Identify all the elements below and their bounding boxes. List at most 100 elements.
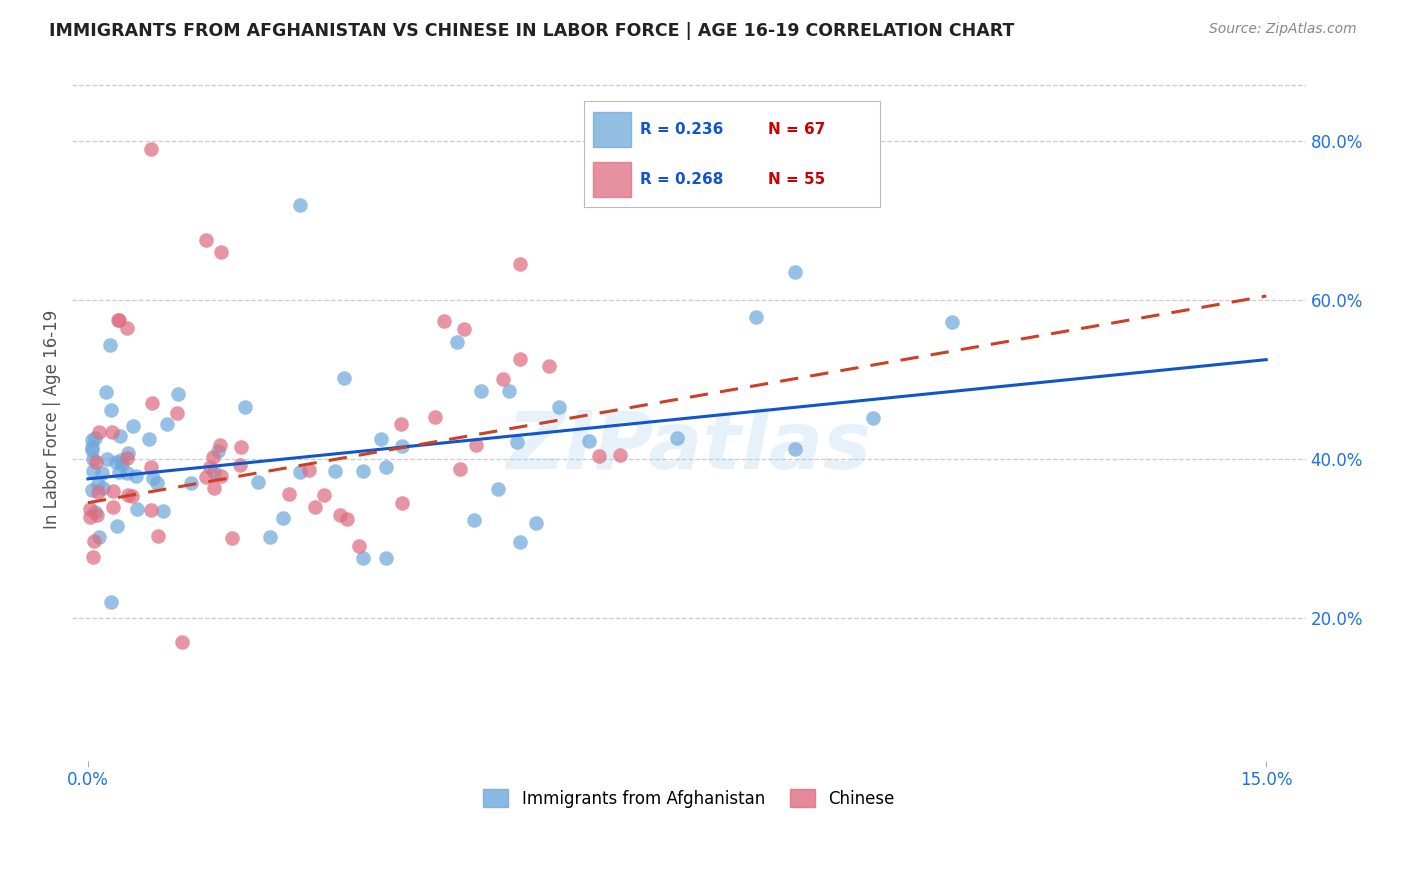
Point — [142, 471, 165, 485]
Point — [221, 531, 243, 545]
Point — [194, 469, 217, 483]
Point — [87, 484, 110, 499]
Point — [108, 313, 131, 327]
Point — [125, 501, 148, 516]
Point — [423, 410, 446, 425]
Point — [375, 459, 398, 474]
Point — [101, 500, 124, 515]
Point — [449, 462, 471, 476]
Point — [391, 496, 413, 510]
Point — [152, 504, 174, 518]
Point — [744, 310, 766, 324]
Point — [233, 400, 256, 414]
Point — [506, 435, 529, 450]
Point — [84, 431, 107, 445]
Point — [202, 481, 225, 495]
Point — [84, 506, 107, 520]
Point — [115, 321, 138, 335]
Point — [110, 429, 132, 443]
Point — [391, 439, 413, 453]
Point — [941, 315, 963, 329]
Point — [202, 465, 225, 479]
Point — [180, 476, 202, 491]
Point — [524, 516, 547, 530]
Point — [548, 400, 571, 414]
Point — [470, 384, 492, 398]
Text: Source: ZipAtlas.com: Source: ZipAtlas.com — [1209, 22, 1357, 37]
Point — [509, 351, 531, 366]
Point — [121, 418, 143, 433]
Point — [446, 335, 468, 350]
Point — [207, 444, 229, 458]
Point — [84, 455, 107, 469]
Text: IMMIGRANTS FROM AFGHANISTAN VS CHINESE IN LABOR FORCE | AGE 16-19 CORRELATION CH: IMMIGRANTS FROM AFGHANISTAN VS CHINESE I… — [49, 22, 1015, 40]
Point — [352, 551, 374, 566]
Point — [198, 460, 221, 475]
Point — [229, 441, 252, 455]
Point — [79, 510, 101, 524]
Point — [783, 442, 806, 457]
Point — [332, 371, 354, 385]
Point — [82, 451, 104, 466]
Point — [83, 534, 105, 549]
Point — [141, 396, 163, 410]
Point — [609, 448, 631, 462]
Point — [80, 433, 103, 447]
Point — [146, 529, 169, 543]
Point — [578, 434, 600, 449]
Point — [298, 463, 321, 477]
Point — [666, 431, 689, 445]
Point — [117, 467, 139, 481]
Point — [352, 464, 374, 478]
Point — [139, 142, 162, 156]
Point — [288, 197, 311, 211]
Point — [125, 469, 148, 483]
Point — [105, 455, 128, 469]
Point — [328, 508, 350, 522]
Text: ZIPatlas: ZIPatlas — [506, 408, 872, 485]
Point — [100, 595, 122, 609]
Point — [862, 410, 884, 425]
Point — [146, 475, 169, 490]
Point — [486, 482, 509, 496]
Point — [433, 314, 456, 328]
Point — [509, 535, 531, 549]
Point — [105, 518, 128, 533]
Point — [491, 372, 513, 386]
Legend: Immigrants from Afghanistan, Chinese: Immigrants from Afghanistan, Chinese — [477, 783, 901, 814]
Point — [98, 337, 121, 351]
Point — [336, 511, 359, 525]
Point — [156, 417, 179, 431]
Point — [166, 387, 188, 401]
Point — [537, 359, 560, 373]
Point — [86, 508, 108, 522]
Point — [211, 245, 233, 260]
Point — [100, 403, 122, 417]
Point — [89, 530, 111, 544]
Point — [370, 432, 392, 446]
Point — [94, 385, 117, 400]
Point — [208, 438, 231, 452]
Point — [110, 453, 132, 467]
Point — [107, 313, 129, 327]
Point — [117, 488, 139, 502]
Point — [121, 489, 143, 503]
Point — [211, 468, 233, 483]
Point — [139, 503, 162, 517]
Point — [101, 425, 124, 439]
Point — [138, 432, 160, 446]
Point — [115, 451, 138, 466]
Point — [463, 513, 485, 527]
Point — [498, 384, 520, 398]
Point — [347, 539, 370, 553]
Point — [783, 265, 806, 279]
Point — [139, 460, 162, 475]
Point — [82, 550, 104, 565]
Point — [91, 481, 114, 495]
Point — [96, 451, 118, 466]
Point — [91, 466, 114, 480]
Point — [117, 446, 139, 460]
Point — [229, 458, 252, 473]
Point — [172, 635, 194, 649]
Point — [80, 442, 103, 457]
